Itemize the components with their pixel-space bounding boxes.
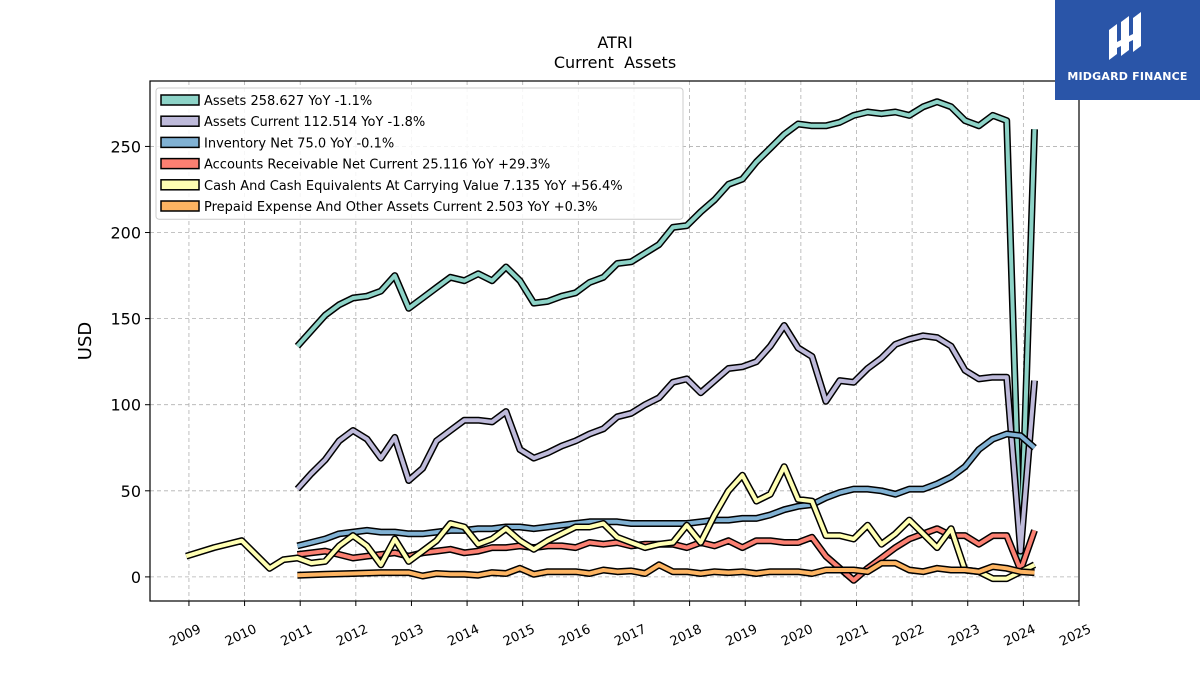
- series-2: [296, 430, 1037, 550]
- x-tick-label: 2009: [167, 622, 203, 650]
- x-tick-label: 2012: [334, 622, 370, 650]
- x-axis: 2009 2010 2011 2012 2013 2014 2015 2016 2017 2018…: [167, 601, 1094, 650]
- legend-label: Assets 258.627 YoY -1.1%: [204, 94, 372, 109]
- y-tick-label: 150: [110, 310, 141, 329]
- legend-box: [155, 87, 684, 220]
- x-tick-label: 2013: [390, 622, 426, 650]
- series-line: [295, 323, 1037, 554]
- legend-swatch: [160, 94, 200, 106]
- series-0: [294, 98, 1038, 564]
- plot-frame: [149, 80, 1080, 602]
- y-tick-label: 250: [110, 137, 141, 156]
- x-tick-label: 2020: [779, 622, 815, 650]
- legend-label: Assets Current 112.514 YoY -1.8%: [204, 115, 425, 130]
- series-layer: [185, 98, 1038, 584]
- legend-item: Prepaid Expense And Other Assets Current…: [160, 200, 598, 215]
- legend-label: Prepaid Expense And Other Assets Current…: [204, 200, 598, 215]
- x-tick-label: 2022: [890, 622, 926, 650]
- legend-item: Inventory Net 75.0 YoY -0.1%: [160, 136, 394, 151]
- legend-item: Assets 258.627 YoY -1.1%: [160, 94, 372, 109]
- y-tick-label: 100: [110, 396, 141, 415]
- series-line: [297, 561, 1035, 578]
- legend-swatch: [160, 136, 200, 149]
- legend-item: Accounts Receivable Net Current 25.116 Y…: [160, 157, 550, 173]
- y-axis: 0 50 100 150 200 250: [110, 137, 150, 587]
- series-1: [294, 322, 1038, 555]
- series-line: [295, 99, 1037, 562]
- series-4: [185, 463, 1037, 583]
- x-tick-label: 2023: [946, 622, 982, 650]
- legend-swatch: [160, 115, 200, 127]
- x-tick-label: 2025: [1057, 622, 1093, 650]
- brand-logo: MIDGARD FINANCE: [1055, 0, 1200, 100]
- x-tick-label: 2019: [724, 622, 760, 650]
- legend-label: Accounts Receivable Net Current 25.116 Y…: [204, 158, 550, 173]
- y-tick-label: 50: [121, 482, 141, 501]
- x-tick-label: 2014: [445, 622, 481, 650]
- legend-swatch: [160, 157, 200, 170]
- chart-title: ATRI: [597, 33, 632, 52]
- legend-swatch: [160, 200, 200, 212]
- legend: Assets 258.627 YoY -1.1% Assets Current 1…: [155, 87, 684, 220]
- chart-subtitle: Current Assets: [554, 53, 676, 72]
- series-line: [185, 464, 1036, 581]
- legend-item: Cash And Cash Equivalents At Carrying Va…: [160, 179, 623, 194]
- x-tick-label: 2024: [1002, 622, 1038, 650]
- y-tick-label: 200: [110, 224, 141, 243]
- legend-swatch: [160, 179, 200, 191]
- x-tick-label: 2018: [668, 622, 704, 650]
- x-tick-label: 2011: [279, 622, 315, 650]
- legend-item: Assets Current 112.514 YoY -1.8%: [160, 115, 425, 130]
- legend-label: Inventory Net 75.0 YoY -0.1%: [204, 136, 394, 151]
- x-tick-label: 2010: [223, 622, 259, 650]
- series-5: [297, 559, 1035, 580]
- x-tick-label: 2015: [501, 622, 537, 650]
- y-axis-label: USD: [75, 322, 96, 360]
- y-tick-label: 0: [131, 568, 141, 587]
- x-tick-label: 2017: [612, 622, 648, 650]
- series-line-outline: [294, 322, 1038, 555]
- x-tick-label: 2016: [557, 622, 593, 650]
- series-line: [296, 432, 1036, 548]
- legend-label: Cash And Cash Equivalents At Carrying Va…: [204, 179, 623, 194]
- midgard-m-icon: [1109, 12, 1141, 60]
- brand-name: MIDGARD FINANCE: [1067, 70, 1188, 83]
- x-tick-label: 2021: [835, 622, 871, 650]
